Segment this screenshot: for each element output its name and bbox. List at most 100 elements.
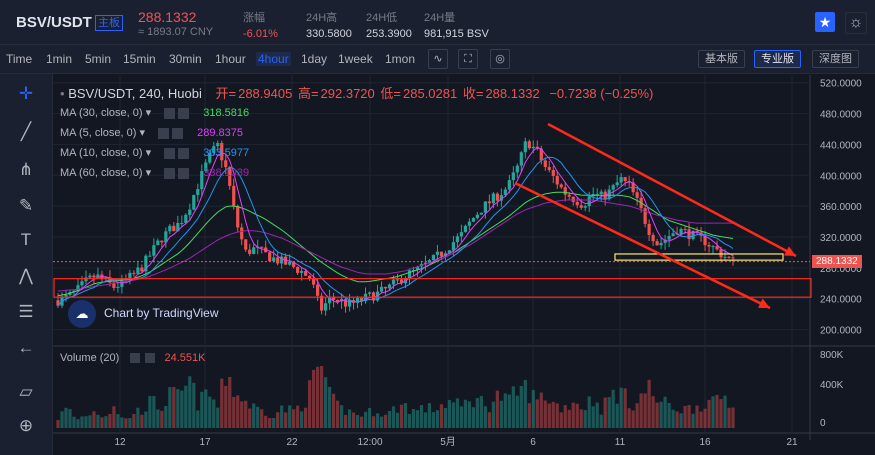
candle-body [168, 225, 172, 232]
close-icon[interactable] [145, 353, 156, 364]
indicators-icon[interactable]: ∿ [428, 49, 448, 69]
volume-bar [699, 411, 703, 428]
ma-5-legend[interactable]: MA (5, close, 0) ▾ 289.8375 [60, 126, 243, 139]
tf-5min[interactable]: 5min [85, 52, 112, 66]
close-icon[interactable] [178, 147, 190, 159]
close-icon[interactable] [178, 167, 190, 179]
candle-body [112, 282, 116, 288]
chevron-down-icon[interactable]: ▾ [145, 147, 152, 159]
ma-60-legend[interactable]: MA (60, close, 0) ▾ 338.1039 [60, 166, 249, 179]
fib-icon[interactable]: ☰ [18, 302, 34, 321]
chevron-down-icon[interactable]: ▾ [145, 167, 152, 179]
volume-bar [523, 379, 527, 428]
ma-10-legend[interactable]: MA (10, close, 0) ▾ 303.5977 [60, 146, 249, 159]
volume-bar [371, 416, 376, 428]
candle-body [383, 286, 388, 289]
crosshair-icon[interactable]: ✛ [18, 84, 34, 103]
candle-body [308, 275, 312, 280]
ma-label: MA (10, close, 0) [60, 147, 143, 159]
time-tick-label: 16 [699, 437, 711, 448]
close-label: 收= [462, 86, 484, 101]
candle-body [280, 256, 284, 264]
pattern-icon[interactable]: ⋀ [19, 266, 33, 285]
view-depth-button[interactable]: 深度图 [812, 50, 859, 68]
screenshot-icon[interactable]: ◎ [490, 49, 510, 69]
volume-bar [727, 407, 731, 428]
chevron-down-icon[interactable]: ▾ [145, 107, 152, 119]
settings-gear-icon[interactable]: ☼ [845, 12, 867, 34]
volume-bar [300, 411, 304, 428]
volume-bar [731, 407, 735, 428]
text-icon[interactable]: T [20, 230, 32, 249]
settings-icon[interactable] [164, 147, 176, 159]
volume-bar [244, 400, 248, 428]
volume-bar [112, 406, 116, 428]
volume-tick-label: 400K [820, 380, 844, 391]
tradingview-watermark[interactable]: ☁ Chart by TradingView [68, 300, 219, 328]
volume-bar [375, 413, 380, 428]
volume-bar [88, 415, 92, 428]
volume-bar [591, 406, 595, 428]
view-pro-button[interactable]: 专业版 [754, 50, 801, 68]
candle-body [148, 255, 152, 257]
volume-bar [707, 399, 711, 428]
volume-bar [256, 406, 260, 428]
tf-1mon[interactable]: 1mon [385, 52, 416, 66]
tf-30min[interactable]: 30min [169, 52, 202, 66]
volume-bar [695, 405, 699, 428]
candle-body [467, 221, 471, 226]
candle-body [507, 180, 511, 190]
volume-bar [200, 391, 204, 428]
volume-bar [144, 411, 148, 428]
ma-30-legend[interactable]: MA (30, close, 0) ▾ 318.5816 [60, 106, 249, 119]
pitchfork-icon[interactable]: ⋔ [18, 160, 34, 179]
tf-1day[interactable]: 1day [301, 52, 328, 66]
time-tick-label: 5月 [440, 436, 456, 448]
settings-icon[interactable] [164, 107, 176, 119]
volume-bar [675, 411, 679, 428]
candle-body [128, 272, 132, 279]
symbol-label[interactable]: BSV/USDT [16, 14, 92, 31]
candle-body [471, 218, 475, 222]
settings-icon[interactable] [158, 127, 170, 139]
zoom-in-icon[interactable]: ⊕ [18, 416, 34, 435]
candle-body [451, 242, 456, 251]
tf-1week[interactable]: 1week [338, 52, 373, 66]
time-tick-label: 12:00 [357, 437, 382, 448]
market-header: BSV/USDT 主板 288.1332 ≈ 1893.07 CNY 涨幅 -6… [0, 0, 875, 45]
back-arrow-icon[interactable]: ← [17, 338, 35, 357]
candle-body [192, 194, 196, 210]
settings-icon[interactable] [130, 353, 141, 364]
view-basic-button[interactable]: 基本版 [698, 50, 745, 68]
volume-bar [423, 412, 428, 428]
fullscreen-icon[interactable]: ⛶ [458, 49, 478, 69]
ma-value: 338.1039 [203, 167, 250, 179]
candle-body [559, 184, 563, 188]
volume-bar [60, 411, 64, 428]
candle-body [92, 275, 96, 278]
settings-icon[interactable] [164, 167, 176, 179]
volume-bar [320, 365, 324, 428]
ruler-icon[interactable]: ▱ [19, 382, 33, 401]
candle-body [703, 235, 707, 246]
volume-bar [391, 406, 396, 428]
tf-4hour[interactable]: 4hour [256, 52, 291, 66]
close-icon[interactable] [178, 107, 190, 119]
tf-time[interactable]: Time [6, 52, 33, 66]
chevron-down-icon[interactable]: ▾ [139, 127, 146, 139]
trendline-icon[interactable]: ╱ [20, 122, 32, 141]
tf-1min[interactable]: 1min [46, 52, 73, 66]
volume-bar [264, 415, 268, 428]
volume-bar [431, 412, 436, 428]
favorite-star-icon[interactable]: ★ [815, 12, 835, 32]
brush-icon[interactable]: ✎ [18, 196, 34, 215]
close-icon[interactable] [172, 127, 184, 139]
tf-15min[interactable]: 15min [123, 52, 156, 66]
volume-bar [447, 399, 452, 428]
volume-bar [659, 401, 663, 428]
candle-body [667, 235, 671, 240]
tf-1hour[interactable]: 1hour [215, 52, 246, 66]
volume-bar [435, 410, 440, 428]
volume-bar [715, 394, 719, 428]
